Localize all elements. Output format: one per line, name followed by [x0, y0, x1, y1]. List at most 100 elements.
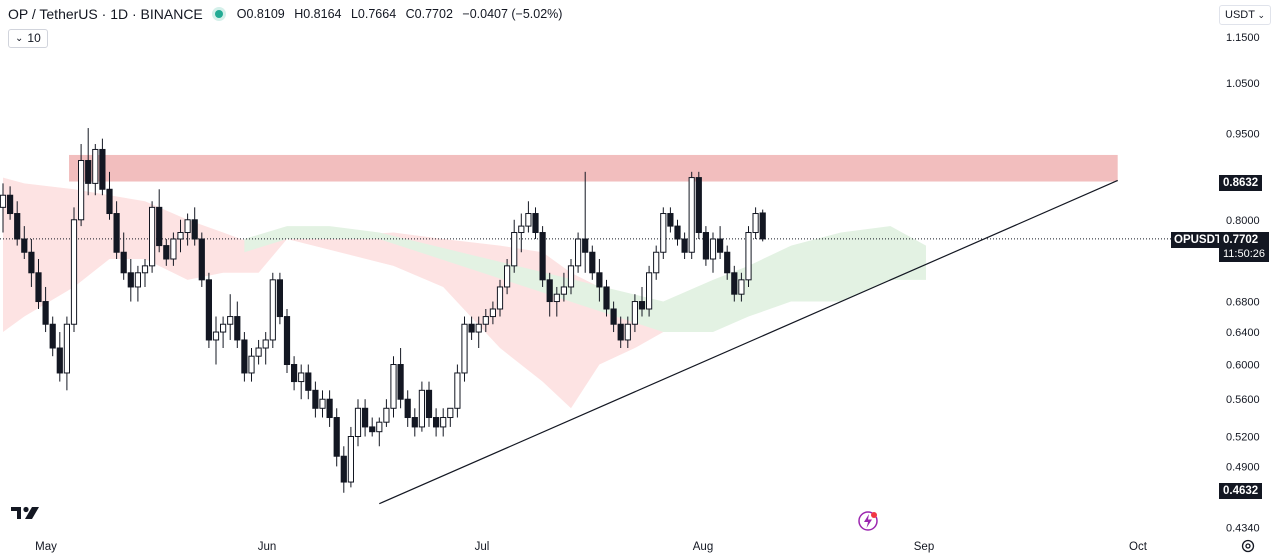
candle-body	[411, 417, 418, 428]
time-axis[interactable]: May Jun Jul Aug Sep Oct	[35, 541, 1148, 553]
candle-body	[724, 251, 731, 274]
candle-body	[248, 355, 255, 374]
high-value: 0.8164	[303, 7, 342, 21]
last-price-tag[interactable]: 0.7702 11:50:26	[1219, 232, 1270, 262]
candle-body	[198, 238, 205, 281]
bearish-cloud	[3, 177, 664, 409]
candle-body	[28, 251, 35, 274]
symbol-title[interactable]: OP / TetherUS · 1D · BINANCE	[8, 6, 203, 22]
symbol-price-tag[interactable]: OPUSDT	[1171, 232, 1225, 248]
candle	[496, 279, 504, 317]
candle	[0, 183, 7, 233]
candle-body	[638, 301, 646, 310]
candle-body	[35, 272, 42, 303]
trendline[interactable]	[379, 179, 1118, 505]
candle-body	[511, 232, 518, 267]
change-value: −0.0407 (−5.02%)	[462, 7, 563, 21]
time-tick-label: May	[35, 541, 57, 553]
candle-body	[390, 364, 397, 409]
candle	[553, 286, 560, 317]
candle	[418, 381, 425, 432]
candle-body	[92, 148, 99, 184]
candle	[127, 259, 134, 302]
candle	[560, 272, 567, 302]
candle-body	[582, 238, 589, 253]
candle	[411, 408, 418, 437]
time-tick-label: Jun	[258, 541, 277, 553]
candle	[170, 232, 177, 266]
candle-body	[120, 251, 127, 274]
candle	[376, 417, 383, 447]
market-status-icon	[214, 10, 223, 18]
candle	[709, 232, 717, 273]
price-axis[interactable]: 1.1500 1.0500 0.9500 0.8000 0.6800 0.6400 0.60…	[1226, 32, 1260, 534]
candle-body	[134, 272, 142, 288]
candle-body	[269, 279, 276, 341]
time-tick-label: Jul	[475, 541, 490, 553]
candle-body	[383, 407, 390, 423]
candle	[539, 226, 546, 287]
tradingview-logo-icon[interactable]	[11, 505, 41, 521]
candle	[475, 316, 482, 349]
price-tick-label: 0.5600	[1226, 394, 1260, 406]
candle-body	[468, 323, 475, 333]
time-tick-label: Oct	[1129, 541, 1148, 553]
gear-icon[interactable]	[1241, 539, 1255, 553]
candle	[582, 171, 589, 273]
candle-body	[731, 272, 738, 295]
candle-body	[0, 194, 7, 208]
candle-body	[283, 316, 291, 366]
candle	[738, 272, 745, 302]
candle	[21, 226, 28, 260]
candle-body	[695, 177, 702, 234]
lightning-icon[interactable]	[857, 510, 879, 532]
candle	[49, 316, 56, 357]
candle	[141, 259, 149, 287]
candle-body	[461, 323, 468, 374]
indicators-toggle-button[interactable]: ⌄ 10	[8, 29, 48, 48]
candle	[759, 209, 766, 242]
candle-body	[85, 160, 92, 184]
candle	[248, 348, 255, 382]
resistance-price-value: 0.8632	[1223, 177, 1259, 189]
candle	[610, 301, 617, 333]
candle	[617, 316, 624, 349]
last-price-value: 0.7702	[1223, 234, 1259, 246]
candle	[688, 171, 695, 260]
candle	[85, 128, 92, 196]
candle-body	[482, 316, 489, 325]
candle	[354, 399, 362, 447]
candle-body	[276, 279, 283, 318]
price-tick-label: 0.8000	[1226, 215, 1260, 227]
candle	[255, 339, 262, 365]
candle-body	[440, 417, 447, 428]
currency-button[interactable]: USDT ⌄	[1219, 5, 1271, 25]
candle	[567, 259, 575, 295]
candle-body	[646, 272, 653, 310]
candle-body	[220, 323, 227, 333]
candle	[724, 245, 731, 280]
resistance-price-tag[interactable]: 0.8632	[1219, 175, 1263, 191]
candle-body	[127, 272, 134, 288]
candle	[291, 356, 298, 391]
low-price-tag[interactable]: 0.4632	[1219, 483, 1263, 499]
candle	[99, 138, 106, 196]
candle-body	[709, 238, 717, 260]
candle	[575, 232, 582, 273]
candle	[695, 171, 702, 240]
candle-body	[14, 213, 21, 240]
candle-body	[42, 301, 49, 325]
candle-body	[397, 364, 404, 400]
candle	[149, 201, 156, 273]
candle-body	[63, 323, 71, 374]
low-label: L	[350, 7, 358, 21]
candle	[745, 226, 752, 287]
candle-body	[738, 279, 745, 295]
candle	[440, 408, 447, 437]
candle-body	[560, 286, 567, 295]
time-tick-label: Sep	[914, 541, 934, 553]
candle-body	[354, 407, 362, 438]
candle	[717, 226, 724, 260]
candle	[340, 446, 347, 493]
